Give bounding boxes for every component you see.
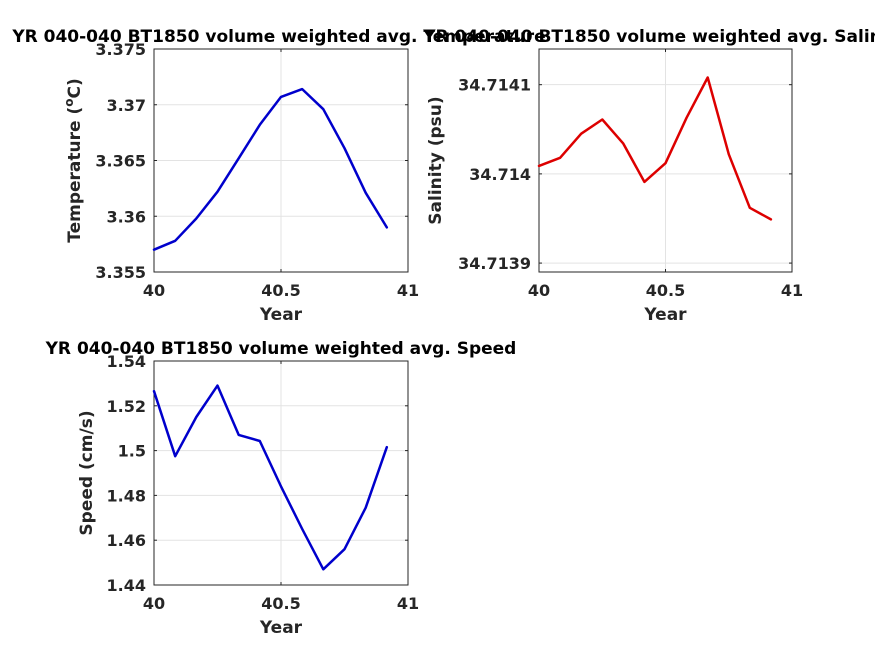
chart-1: 40 40.5 41 3.355 3.36 3.365 3.37 3.375 Year Tempe… <box>11 27 545 325</box>
x-tick-label: 41 <box>781 281 803 300</box>
chart-2: 40 40.5 41 34.7139 34.714 34.7141 Year Salinity… <box>422 27 875 325</box>
y-tick-label: 1.44 <box>107 576 146 595</box>
y-tick-label: 3.355 <box>95 263 146 282</box>
chart-3: 40 40.5 41 1.44 1.46 1.48 1.5 1.52 1.54 Year Speed… <box>45 339 517 638</box>
x-tick-label: 41 <box>397 594 419 613</box>
y-tick-label: 1.5 <box>118 442 146 461</box>
chart-title: YR 040-040 BT1850 volume weighted avg. S… <box>422 27 875 47</box>
y-tick-label: 3.365 <box>95 152 146 171</box>
y-axis-label-part: Temperature ( <box>65 107 85 243</box>
y-tick-label: 1.52 <box>107 397 146 416</box>
y-tick-label: 1.46 <box>107 531 146 550</box>
x-axis-label: Year <box>643 305 687 325</box>
chart-title: YR 040-040 BT1850 volume weighted avg. T… <box>11 27 545 47</box>
y-tick-label: 34.7139 <box>458 254 531 273</box>
y-tick-label: 3.375 <box>95 40 146 59</box>
x-tick-label: 40.5 <box>261 281 300 300</box>
y-axis-label-part: C) <box>65 78 85 98</box>
y-tick-label: 1.54 <box>107 352 146 371</box>
degree-superscript: o <box>62 99 76 107</box>
x-tick-label: 40.5 <box>261 594 300 613</box>
x-axis-label: Year <box>259 618 303 638</box>
y-axis-label: Speed (cm/s) <box>77 410 97 535</box>
x-tick-label: 40 <box>143 594 165 613</box>
y-axis-label: Temperature (oC) <box>62 78 85 242</box>
y-tick-label: 1.48 <box>107 486 146 505</box>
y-tick-label: 3.37 <box>107 96 146 115</box>
series-line <box>152 384 389 571</box>
y-tick-label: 34.714 <box>469 165 531 184</box>
y-tick-label: 3.36 <box>107 207 146 226</box>
x-tick-label: 40 <box>143 281 165 300</box>
y-tick-label: 34.7141 <box>458 76 531 95</box>
y-axis-label: Salinity (psu) <box>426 96 446 224</box>
series-line <box>537 76 773 221</box>
series-line <box>152 87 389 251</box>
x-tick-label: 40 <box>528 281 550 300</box>
chart-title: YR 040-040 BT1850 volume weighted avg. S… <box>45 339 517 359</box>
x-tick-label: 41 <box>397 281 419 300</box>
x-tick-label: 40.5 <box>646 281 685 300</box>
x-axis-label: Year <box>259 305 303 325</box>
